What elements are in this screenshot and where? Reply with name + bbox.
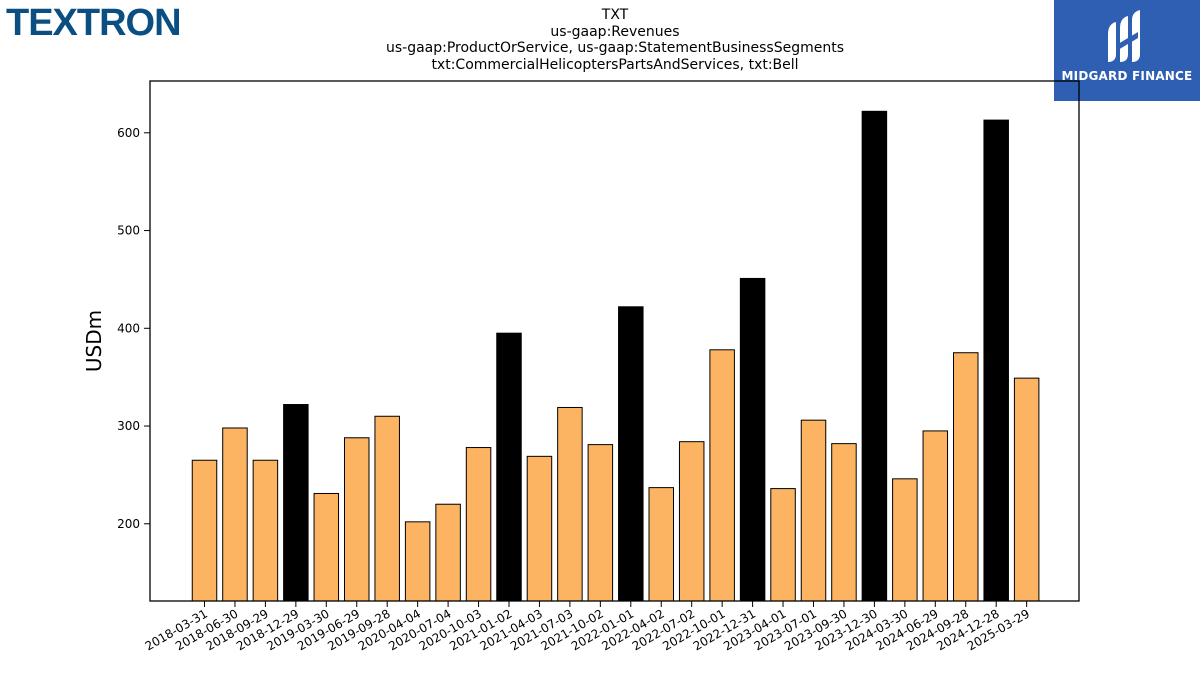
y-tick-label: 400 (117, 321, 140, 335)
y-tick-label: 300 (117, 419, 140, 433)
chart-bar (648, 487, 674, 602)
y-tick-label: 200 (117, 517, 140, 531)
chart-bar (770, 488, 796, 602)
chart-bar (678, 441, 705, 602)
chart-bar (404, 521, 431, 602)
chart-bar (1013, 377, 1040, 602)
midgard-finance-wordmark: MIDGARD FINANCE (1061, 69, 1193, 83)
chart-bar (191, 459, 218, 602)
y-tick-label: 600 (117, 126, 140, 140)
chart-bar (283, 404, 309, 602)
chart-bar (557, 406, 583, 602)
chart-bar (739, 277, 766, 602)
chart-bar (953, 352, 979, 602)
chart-bar (861, 110, 888, 602)
chart-bar (892, 478, 918, 602)
title-line: us-gaap:ProductOrService, us-gaap:Statem… (385, 40, 844, 56)
title-line: us-gaap:Revenues (550, 23, 680, 40)
chart-bar (922, 430, 949, 602)
chart-bar (374, 415, 400, 602)
chart-bar (618, 306, 644, 602)
chart-bar (831, 443, 857, 602)
midgard-finance-logo: MIDGARD FINANCE (1054, 0, 1200, 101)
y-tick-label: 500 (117, 224, 140, 238)
chart-bar (344, 437, 370, 602)
chart-title: TXT us-gaap:Revenues us-gaap:ProductOrSe… (250, 7, 980, 73)
midgard-logo-icon (1108, 10, 1140, 62)
title-line: txt:CommercialHelicoptersPartsAndService… (431, 56, 799, 73)
chart-bar (587, 444, 614, 602)
y-axis-label: USDm (82, 310, 106, 372)
chart-bar (222, 427, 248, 602)
chart-bar (313, 492, 340, 602)
chart-bar (435, 503, 461, 602)
chart-bar (709, 349, 735, 602)
chart-bar (800, 419, 827, 602)
chart-bar (465, 447, 492, 602)
chart-bar (252, 459, 279, 602)
chart-bar (496, 332, 522, 602)
title-line: TXT (601, 7, 629, 23)
chart-bar (526, 455, 553, 602)
textron-logo: TEXTRON (6, 2, 182, 44)
plot-frame (149, 80, 1080, 602)
chart-bar (983, 119, 1009, 602)
